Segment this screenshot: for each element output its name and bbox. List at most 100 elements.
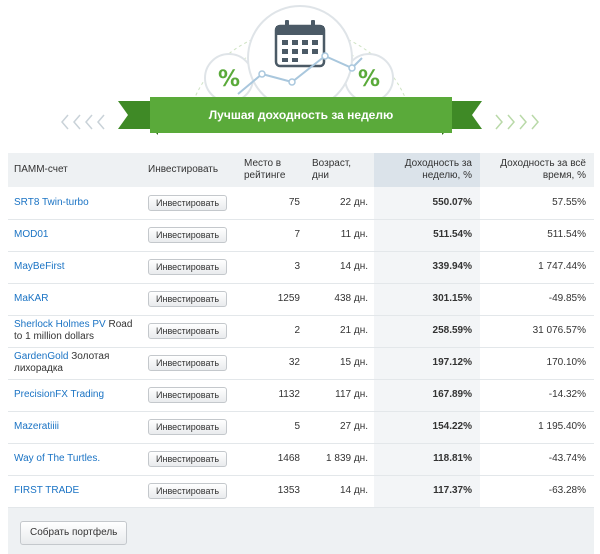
account-age: 22 дн. [306,187,374,220]
header-invest: Инвестировать [142,153,238,187]
account-age: 14 дн. [306,475,374,508]
top-accounts-panel: ПАММ-счет Инвестировать Место в рейтинге… [8,153,594,554]
account-age: 1 839 дн. [306,443,374,476]
invest-button[interactable]: Инвестировать [148,194,228,211]
table-row: SRT8 Twin-turbo Инвестировать 75 22 дн. … [8,187,594,220]
invest-cell: Инвестировать [142,347,238,380]
all-time-return: -14.32% [480,379,594,412]
invest-cell: Инвестировать [142,187,238,220]
rating-place: 32 [238,347,306,380]
account-link[interactable]: Way of The Turtles. [14,453,101,464]
invest-button[interactable]: Инвестировать [148,451,228,467]
invest-button[interactable]: Инвестировать [148,259,228,275]
account-link[interactable]: MOD01 [14,229,49,240]
account-cell: Mazeratiiii [8,411,142,444]
account-link[interactable]: SRT8 Twin-turbo [14,196,89,208]
invest-button[interactable]: Инвестировать [148,323,228,339]
rating-place: 1353 [238,475,306,508]
all-time-return: 31 076.57% [480,315,594,348]
rating-place: 75 [238,187,306,220]
all-time-return: 57.55% [480,187,594,220]
account-cell: Way of The Turtles. [8,443,142,476]
header-all-time-return: Доходность за всё время, % [480,153,594,187]
invest-cell: Инвестировать [142,251,238,284]
header-age: Возраст, дни [306,153,374,187]
account-age: 27 дн. [306,411,374,444]
account-age: 21 дн. [306,315,374,348]
account-cell: MaKAR [8,283,142,316]
account-link[interactable]: MaKAR [14,293,49,304]
table-row: PrecisionFX Trading Инвестировать 1132 1… [8,379,594,412]
chevrons-right-icon [495,114,539,130]
account-age: 11 дн. [306,219,374,252]
account-link[interactable]: FIRST TRADE [14,485,80,496]
account-link[interactable]: Sherlock Holmes PV [14,319,106,330]
invest-cell: Инвестировать [142,283,238,316]
invest-button[interactable]: Инвестировать [148,387,228,403]
invest-button[interactable]: Инвестировать [148,291,228,307]
week-return: 117.37% [374,475,480,508]
account-age: 438 дн. [306,283,374,316]
rating-place: 2 [238,315,306,348]
invest-button[interactable]: Инвестировать [148,227,228,243]
accounts-table: ПАММ-счет Инвестировать Место в рейтинге… [8,153,594,508]
account-description: Road to 1 million dollars [14,319,133,342]
table-row: MaKAR Инвестировать 1259 438 дн. 301.15%… [8,283,594,316]
account-description: Золотая лихорадка [14,351,110,374]
account-link[interactable]: PrecisionFX Trading [14,389,105,400]
chevrons-left-icon [61,114,105,130]
rating-place: 1468 [238,443,306,476]
table-row: MOD01 Инвестировать 7 11 дн. 511.54% 511… [8,219,594,252]
week-return: 550.07% [374,187,480,220]
all-time-return: 1 747.44% [480,251,594,284]
invest-cell: Инвестировать [142,315,238,348]
week-return: 154.22% [374,411,480,444]
account-cell: GardenGold Золотая лихорадка [8,347,142,380]
table-row: Sherlock Holmes PV Road to 1 million dol… [8,315,594,348]
account-age: 14 дн. [306,251,374,284]
percent-icon: % [204,53,254,103]
all-time-return: 1 195.40% [480,411,594,444]
invest-button[interactable]: Инвестировать [148,483,228,499]
invest-cell: Инвестировать [142,219,238,252]
account-age: 117 дн. [306,379,374,412]
account-age: 15 дн. [306,347,374,380]
table-header-row: ПАММ-счет Инвестировать Место в рейтинге… [8,153,594,187]
svg-text:%: % [218,67,240,92]
account-link[interactable]: GardenGold [14,351,69,362]
rating-place: 3 [238,251,306,284]
week-return: 197.12% [374,347,480,380]
build-portfolio-button[interactable]: Собрать портфель [20,521,128,545]
invest-cell: Инвестировать [142,379,238,412]
account-cell: PrecisionFX Trading [8,379,142,412]
week-return: 258.59% [374,315,480,348]
rating-place: 1132 [238,379,306,412]
all-time-return: 511.54% [480,219,594,252]
account-cell: Sherlock Holmes PV Road to 1 million dol… [8,315,142,348]
account-cell: MOD01 [8,219,142,252]
header-week-return: Доходность за неделю, % [374,153,480,187]
invest-button[interactable]: Инвестировать [148,419,228,435]
account-cell: FIRST TRADE [8,475,142,508]
account-link[interactable]: Mazeratiiii [14,421,60,432]
all-time-return: -49.85% [480,283,594,316]
account-cell: SRT8 Twin-turbo [8,187,142,220]
calendar-icon [274,20,326,68]
account-link[interactable]: MayBeFirst [14,261,65,272]
rating-place: 5 [238,411,306,444]
week-return: 301.15% [374,283,480,316]
week-return: 339.94% [374,251,480,284]
svg-text:%: % [358,67,380,92]
week-return: 118.81% [374,443,480,476]
account-cell: MayBeFirst [8,251,142,284]
table-row: Way of The Turtles. Инвестировать 1468 1… [8,443,594,476]
table-row: Mazeratiiii Инвестировать 5 27 дн. 154.2… [8,411,594,444]
banner: % % [0,0,600,150]
all-time-return: 170.10% [480,347,594,380]
rating-place: 1259 [238,283,306,316]
table-row: GardenGold Золотая лихорадка Инвестирова… [8,347,594,380]
week-return: 511.54% [374,219,480,252]
invest-button[interactable]: Инвестировать [148,355,228,371]
table-row: FIRST TRADE Инвестировать 1353 14 дн. 11… [8,475,594,508]
rating-place: 7 [238,219,306,252]
